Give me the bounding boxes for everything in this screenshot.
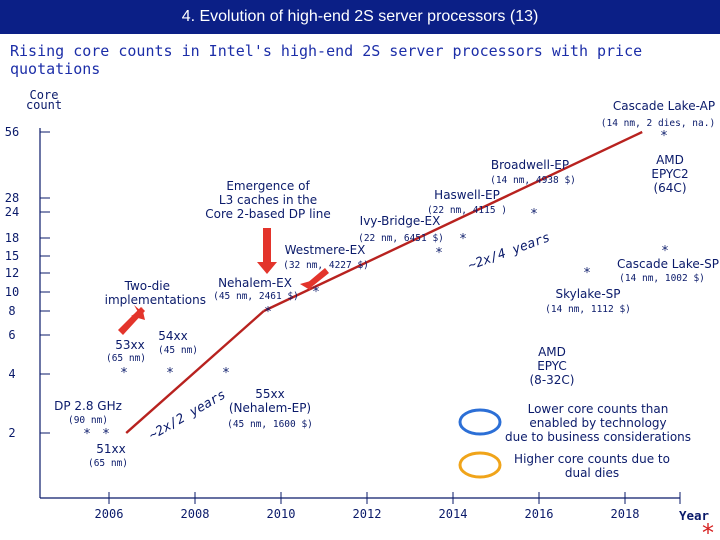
x-tick-label: 2018: [611, 507, 640, 521]
processor-name: Skylake-SP: [555, 287, 620, 301]
processor-marker: *: [436, 246, 443, 261]
processor-name: Cascade Lake-AP: [613, 99, 715, 113]
processor-name: Haswell-EP: [434, 188, 500, 202]
processor-name: Broadwell-EP: [491, 158, 569, 172]
l3-cache-line3: Core 2-based DP line: [205, 207, 331, 221]
legend-orange-circle: [458, 451, 502, 479]
trend-segment-0: [125, 310, 265, 434]
trend-tag-2x-4years: ~2x/4 years: [466, 230, 552, 274]
y-axis-title-line1: Core: [30, 88, 59, 102]
processor-marker: *: [84, 427, 91, 442]
chart-subtitle: Rising core counts in Intel's high-end 2…: [10, 42, 643, 78]
processor-detail: (45 nm, 1600 $): [227, 419, 313, 430]
legend-blue-line2: enabled by technology: [529, 416, 666, 430]
y-tick-label: 10: [5, 285, 19, 299]
y-tick-label: 8: [8, 304, 15, 318]
processor-marker: *: [661, 129, 668, 144]
processor-detail: (90 nm): [68, 415, 108, 426]
processor-detail: (32 nm, 4227 $): [283, 260, 369, 271]
amd-epyc2-line2: EPYC2: [651, 167, 688, 181]
y-tick-label: 28: [5, 191, 19, 205]
amd-epyc-line3: (8-32C): [530, 373, 575, 387]
processor-name: 51xx: [96, 442, 125, 456]
slide-title: 4. Evolution of high-end 2S server proce…: [0, 0, 720, 34]
legend-blue-line3: due to business considerations: [505, 430, 691, 444]
trend-tag-2x-2years: ~2x/2 years: [147, 387, 229, 443]
amd-epyc-line1: AMD: [538, 345, 566, 359]
processor-marker: *: [167, 366, 174, 381]
processor-codename: (Nehalem-EP): [229, 401, 311, 415]
processor-marker: *: [662, 244, 669, 259]
y-axis-title-line2: count: [26, 98, 62, 112]
y-tick-label: 18: [5, 231, 19, 245]
l3-cache-arrow: [257, 228, 277, 274]
legend-blue-circle: [458, 408, 502, 436]
l3-cache-line1: Emergence of: [226, 179, 310, 193]
processor-detail: (22 nm, 6451 $): [358, 233, 444, 244]
amd-epyc2-line1: AMD: [656, 153, 684, 167]
processor-name: Ivy-Bridge-EX: [360, 214, 441, 228]
processor-name: 55xx: [255, 387, 284, 401]
amd-epyc-line2: EPYC: [537, 359, 567, 373]
two-die-line2: implementations: [105, 293, 206, 307]
x-tick-label: 2008: [181, 507, 210, 521]
x-tick-label: 2010: [267, 507, 296, 521]
y-tick-label: 6: [8, 328, 15, 342]
x-tick-label: 2006: [95, 507, 124, 521]
processor-marker: *: [531, 207, 538, 222]
two-die-arrow-left-shaft: [118, 307, 145, 335]
processor-marker: *: [103, 427, 110, 442]
processor-name: 53xx: [115, 338, 144, 352]
y-tick-label: 12: [5, 266, 19, 280]
processor-name: Cascade Lake-SP: [617, 257, 719, 271]
two-die-line1: Two-die: [124, 279, 170, 293]
y-tick-label: 4: [8, 367, 15, 381]
two-die-arrow-right-shaft: [306, 268, 329, 289]
processor-detail: (14 nm, 4938 $): [490, 175, 576, 186]
processor-marker: *: [460, 232, 467, 247]
trend-segment-1: [263, 130, 643, 313]
y-tick-label: 56: [5, 125, 19, 139]
processor-detail: (14 nm, 2 dies, na.): [601, 118, 715, 129]
x-axis-title: Year: [679, 508, 710, 523]
legend-orange-line1: Higher core counts due to: [514, 452, 670, 466]
processor-marker: *: [584, 266, 591, 281]
processor-name: 54xx: [158, 329, 187, 343]
l3-cache-line2: L3 caches in the: [219, 193, 317, 207]
processor-detail: (14 nm, 1002 $): [619, 273, 705, 284]
y-tick-label: 24: [5, 205, 19, 219]
processor-marker: *: [223, 366, 230, 381]
y-tick-label: 15: [5, 249, 19, 263]
processor-labels: *DP 2.8 GHz(90 nm)*51xx(65 nm)*53xx(65 n…: [54, 99, 719, 469]
processor-marker: *: [121, 366, 128, 381]
processor-detail: (14 nm, 1112 $): [545, 304, 631, 315]
processor-detail: (45 nm): [158, 345, 198, 356]
processor-name: DP 2.8 GHz: [54, 399, 122, 413]
x-ticks: 2006 2008 2010 2012 2014 2016 2018: [95, 492, 681, 521]
amd-epyc2-line3: (64C): [653, 181, 686, 195]
processor-name: Nehalem-EX: [218, 276, 292, 290]
legend-blue-line1: Lower core counts than: [528, 402, 669, 416]
processor-detail: (22 nm, 4115 ): [427, 205, 507, 216]
legend-orange-line2: dual dies: [565, 466, 619, 480]
processor-detail: (65 nm): [106, 353, 146, 364]
processor-name: Westmere-EX: [285, 243, 366, 257]
x-tick-label: 2016: [525, 507, 554, 521]
processor-marker: *: [313, 285, 320, 300]
processor-detail: (65 nm): [88, 458, 128, 469]
trend-lines: [125, 130, 643, 434]
processor-marker: *: [265, 305, 272, 320]
y-tick-label: 2: [8, 426, 15, 440]
year-footnote-star: *: [702, 519, 714, 540]
processor-detail: (45 nm, 2461 $): [213, 291, 299, 302]
x-tick-label: 2012: [353, 507, 382, 521]
x-tick-label: 2014: [439, 507, 468, 521]
